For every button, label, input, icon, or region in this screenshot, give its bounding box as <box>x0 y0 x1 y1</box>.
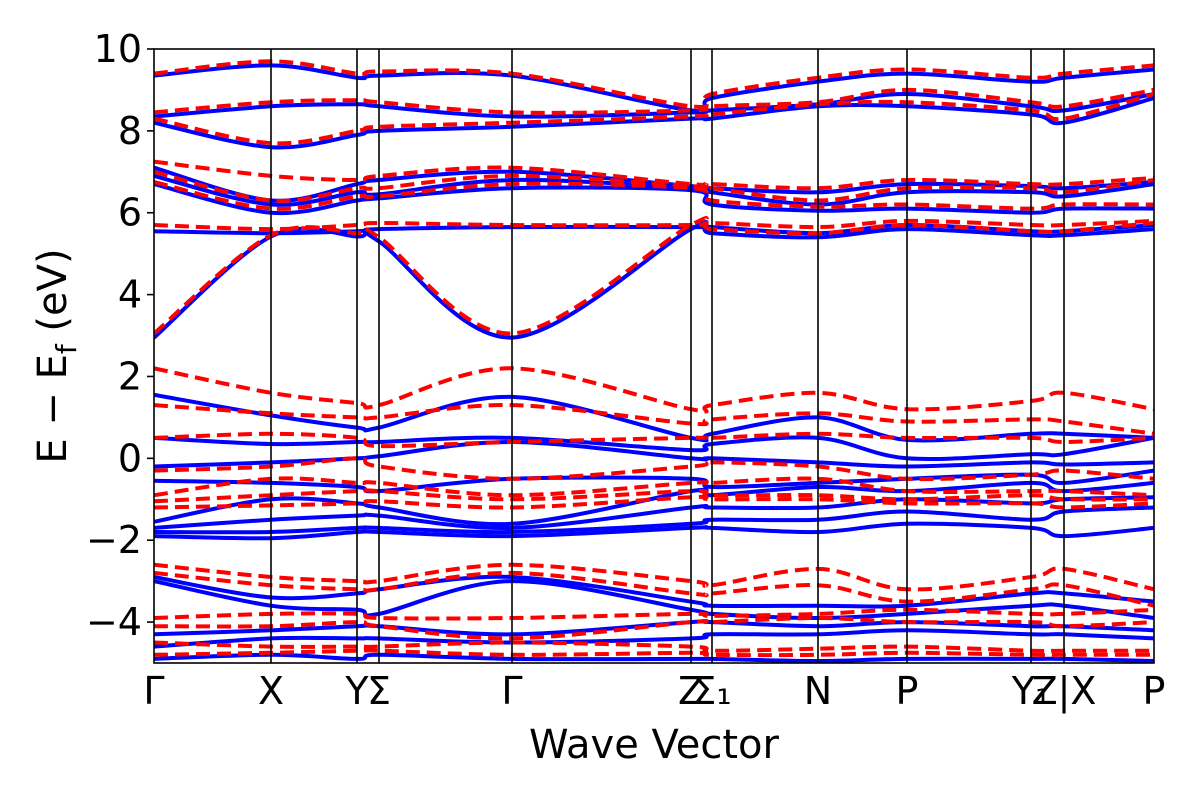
solid-band-line-15 <box>154 521 1154 541</box>
kpoint-lines <box>270 49 1065 663</box>
y-tick-label-0: −4 <box>86 600 142 644</box>
solid-band-line-14 <box>154 505 1154 535</box>
x-tick-label-8: P <box>896 669 919 713</box>
dashed-band-line-1 <box>154 218 1154 232</box>
solid-band-line-16 <box>154 574 1154 609</box>
y-axis: −4 −2 0 2 4 6 8 10 <box>86 27 154 644</box>
y-tick-label-4: 4 <box>118 273 142 317</box>
dashed-band-line-14 <box>154 494 1154 510</box>
x-tick-label-11: P <box>1143 669 1166 713</box>
dashed-band-line-0 <box>154 215 1154 336</box>
y-tick-label-1: −2 <box>86 518 142 562</box>
dashed-band-line-16 <box>154 570 1154 608</box>
solid-band-line-9 <box>154 435 1154 462</box>
dashed-band-line-11 <box>154 456 1154 482</box>
x-tick-label-9: Y₁ <box>1011 669 1050 713</box>
dashed-band-line-6 <box>154 87 1154 115</box>
x-tick-label-0: Γ <box>143 669 164 713</box>
dashed-band-line-17 <box>154 607 1154 621</box>
dashed-band-line-10 <box>154 431 1154 449</box>
y-tick-label-6: 8 <box>118 109 142 153</box>
dashed-band-line-18 <box>154 616 1154 641</box>
x-axis: Γ X YΣ Γ ZΣ₁ N P Y₁Z|X P <box>143 669 1165 714</box>
x-tick-label-7: N <box>804 669 832 713</box>
y-tick-label-2: 0 <box>118 436 142 480</box>
x-tick-label-4: Γ <box>501 669 522 713</box>
bands-layer <box>154 59 1154 663</box>
y-tick-label-5: 6 <box>118 191 142 235</box>
x-tick-label-5: Z <box>678 669 704 713</box>
plot-frame <box>153 48 1155 664</box>
dashed-band-line-9 <box>154 403 1154 436</box>
dashed-band-line-19 <box>154 640 1154 654</box>
dashed-band-line-2 <box>154 180 1154 211</box>
solid-band-line-20 <box>154 652 1154 663</box>
y-axis-label: E − Ef (eV) <box>30 248 83 463</box>
solid-band-line-19 <box>154 628 1154 649</box>
x-tick-label-2: Y <box>344 669 369 713</box>
dashed-band-line-5 <box>154 92 1154 146</box>
x-tick-label-3: Σ <box>367 669 391 713</box>
dashed-band-line-8 <box>154 366 1154 414</box>
x-tick-label-10: Z|X <box>1032 669 1097 714</box>
y-tick-label-7: 10 <box>94 27 142 71</box>
solid-band-line-8 <box>154 392 1154 443</box>
dashed-band-line-13 <box>154 488 1154 504</box>
dashed-band-line-7 <box>154 59 1154 109</box>
x-tick-label-1: X <box>258 669 284 713</box>
solid-band-line-5 <box>154 96 1154 150</box>
dashed-band-line-4 <box>154 159 1154 191</box>
dashed-band-line-12 <box>154 476 1154 498</box>
dashed-band-line-15 <box>154 562 1154 592</box>
x-tick-label-6: Σ₁ <box>692 669 731 713</box>
x-axis-label: Wave Vector <box>529 722 780 768</box>
y-tick-label-3: 2 <box>118 354 142 398</box>
dashed-band-line-20 <box>154 648 1154 658</box>
